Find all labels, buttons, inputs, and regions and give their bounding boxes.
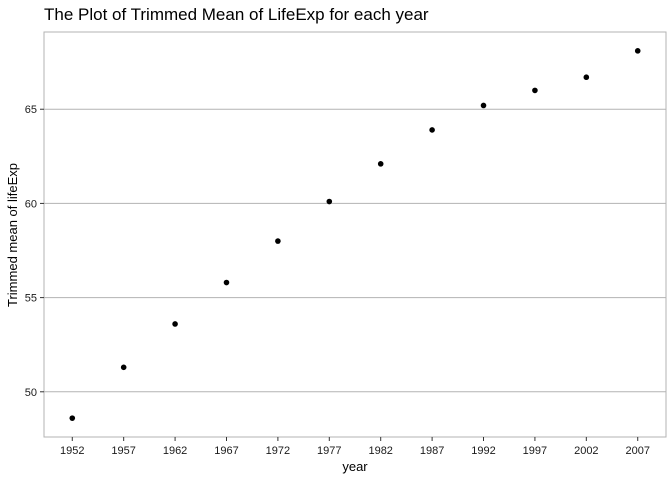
x-tick-label: 1992 — [471, 445, 495, 457]
data-point — [532, 87, 538, 94]
x-tick-label: 2007 — [625, 445, 649, 457]
x-tick-label: 1962 — [163, 445, 187, 457]
axes: 50 55 60 65 1952 1957 1962 1967 1972 1977 1982 1987… — [25, 104, 650, 457]
data-point — [326, 198, 333, 205]
data-point — [120, 364, 127, 371]
x-tick-label: 1972 — [266, 445, 290, 457]
data-point — [172, 321, 178, 327]
data-point — [429, 127, 435, 133]
data-point — [583, 74, 590, 81]
y-axis-title: Trimmed mean of lifeExp — [5, 163, 20, 307]
y-tick-label: 65 — [25, 104, 37, 116]
x-tick-label: 1997 — [523, 445, 547, 457]
data-point — [480, 102, 487, 109]
data-point — [275, 238, 281, 244]
grid-lines — [44, 108, 666, 393]
data-points — [69, 48, 641, 421]
x-tick-label: 1952 — [60, 445, 84, 457]
plot-panel — [43, 31, 667, 438]
x-tick-label: 2002 — [574, 445, 598, 457]
y-tick-label: 50 — [25, 387, 37, 399]
x-tick-label: 1967 — [214, 445, 238, 457]
chart-title: The Plot of Trimmed Mean of LifeExp for … — [44, 5, 429, 24]
x-tick-label: 1977 — [317, 445, 341, 457]
y-tick-label: 55 — [25, 293, 37, 305]
data-point — [634, 48, 641, 54]
x-tick-label: 1982 — [368, 445, 392, 457]
x-tick-label: 1987 — [420, 445, 444, 457]
x-axis-title: year — [342, 459, 368, 474]
data-point — [377, 161, 384, 167]
y-tick-label: 60 — [25, 198, 37, 210]
data-point — [69, 415, 76, 421]
data-point — [223, 279, 230, 286]
x-tick-label: 1957 — [111, 445, 135, 457]
